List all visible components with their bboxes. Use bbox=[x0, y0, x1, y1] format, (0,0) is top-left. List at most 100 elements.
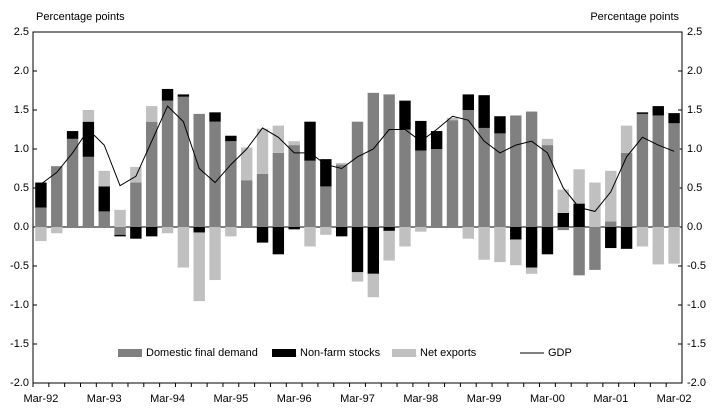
bar-segment bbox=[130, 227, 142, 239]
bar-segment bbox=[462, 94, 475, 110]
x-tick-label: Mar-00 bbox=[530, 393, 565, 405]
y2-tick-label: 0.5 bbox=[687, 182, 702, 194]
bar-segment bbox=[636, 113, 649, 227]
legend-label: Non-farm stocks bbox=[300, 347, 381, 359]
legend-swatch bbox=[272, 349, 296, 357]
bar-segment bbox=[367, 273, 380, 298]
y-tick-label: -0.5 bbox=[10, 260, 29, 272]
bar-segment bbox=[272, 227, 285, 255]
bar-segment bbox=[82, 110, 95, 122]
bar-segment bbox=[82, 121, 95, 157]
bar-segment bbox=[541, 138, 554, 146]
bar-segment bbox=[636, 112, 649, 114]
bar-segment bbox=[383, 230, 395, 261]
bar-segment bbox=[383, 227, 395, 231]
bar-segment bbox=[494, 227, 506, 263]
bar-segment bbox=[605, 221, 617, 227]
bar-segment bbox=[320, 186, 332, 227]
bar-segment bbox=[668, 123, 680, 227]
bar-segment bbox=[66, 131, 79, 139]
bar-segment bbox=[193, 227, 205, 233]
bar-segment bbox=[605, 170, 617, 222]
y-tick-label: 0.0 bbox=[14, 221, 29, 233]
bar-segment bbox=[478, 227, 490, 260]
bar-segment bbox=[304, 121, 316, 161]
bar-segment bbox=[415, 120, 427, 151]
bar-segment bbox=[35, 227, 47, 242]
bar-segment bbox=[399, 129, 411, 227]
bar-segment bbox=[652, 115, 664, 227]
bar-segment bbox=[240, 147, 253, 181]
bar-segment bbox=[557, 227, 569, 231]
legend-label: GDP bbox=[548, 347, 572, 359]
bar-segment bbox=[399, 100, 411, 130]
bar-segment bbox=[98, 186, 110, 212]
x-tick-label: Mar-93 bbox=[87, 393, 122, 405]
bar-segment bbox=[510, 239, 522, 266]
bar-segment bbox=[636, 227, 649, 247]
bar-segment bbox=[161, 227, 174, 234]
bar-segment bbox=[98, 211, 110, 227]
bar-segment bbox=[446, 120, 459, 227]
bar-segment bbox=[399, 227, 411, 247]
bar-segment bbox=[177, 94, 190, 97]
bar-segment bbox=[335, 227, 348, 237]
bar-segment bbox=[415, 150, 427, 227]
bar-segment bbox=[351, 227, 364, 273]
y-axis-label: Percentage points bbox=[36, 11, 125, 23]
bar-segment bbox=[82, 156, 95, 227]
y2-tick-label: 2.0 bbox=[687, 65, 702, 77]
bar-segment bbox=[320, 159, 332, 187]
y-tick-label: 0.5 bbox=[14, 182, 29, 194]
bar-segment bbox=[114, 209, 126, 227]
bar-segment bbox=[510, 227, 522, 240]
bar-segment bbox=[288, 227, 300, 230]
bar-segment bbox=[525, 267, 538, 274]
bar-segment bbox=[51, 166, 63, 227]
y-tick-label: -1.0 bbox=[10, 299, 29, 311]
bar-segment bbox=[130, 166, 142, 183]
bar-segment bbox=[525, 111, 538, 227]
bar-segment bbox=[557, 212, 569, 227]
bar-segment bbox=[557, 189, 569, 213]
x-tick-label: Mar-97 bbox=[340, 393, 375, 405]
y2-tick-label: 1.0 bbox=[687, 143, 702, 155]
legend-swatch bbox=[118, 349, 142, 357]
bar-segment bbox=[335, 163, 348, 165]
bar-segment bbox=[573, 203, 585, 227]
bar-segment bbox=[304, 227, 316, 247]
y2-tick-label: -2.0 bbox=[687, 377, 706, 389]
bar-segment bbox=[256, 128, 269, 174]
y-tick-label: -2.0 bbox=[10, 377, 29, 389]
bar-segment bbox=[272, 152, 285, 227]
y-tick-label: 2.5 bbox=[14, 26, 29, 38]
bar-segment bbox=[209, 121, 221, 227]
bar-segment bbox=[494, 133, 506, 227]
bar-segment bbox=[589, 227, 601, 270]
bar-segment bbox=[478, 95, 490, 128]
bar-segment bbox=[652, 106, 664, 116]
bar-segment bbox=[652, 227, 664, 265]
bar-segment bbox=[620, 227, 633, 249]
bar-segment bbox=[573, 169, 585, 204]
x-tick-label: Mar-96 bbox=[277, 393, 312, 405]
bar-segment bbox=[304, 160, 316, 227]
bar-segment bbox=[193, 232, 205, 302]
bar-segment bbox=[462, 110, 475, 227]
bar-segment bbox=[494, 116, 506, 134]
bar-segment bbox=[351, 121, 364, 227]
bar-segment bbox=[225, 141, 237, 227]
legend-swatch bbox=[392, 349, 416, 357]
plot-frame bbox=[32, 31, 683, 384]
bar-segment bbox=[541, 145, 554, 227]
bar-segment bbox=[430, 131, 443, 149]
bar-segment bbox=[620, 125, 633, 153]
bar-segment bbox=[240, 180, 253, 227]
bar-segment bbox=[367, 92, 380, 227]
x-tick-label: Mar-01 bbox=[593, 393, 628, 405]
bar-segment bbox=[35, 182, 47, 208]
bar-segment bbox=[35, 207, 47, 227]
bar-segment bbox=[605, 227, 617, 249]
y-tick-label: 1.0 bbox=[14, 143, 29, 155]
